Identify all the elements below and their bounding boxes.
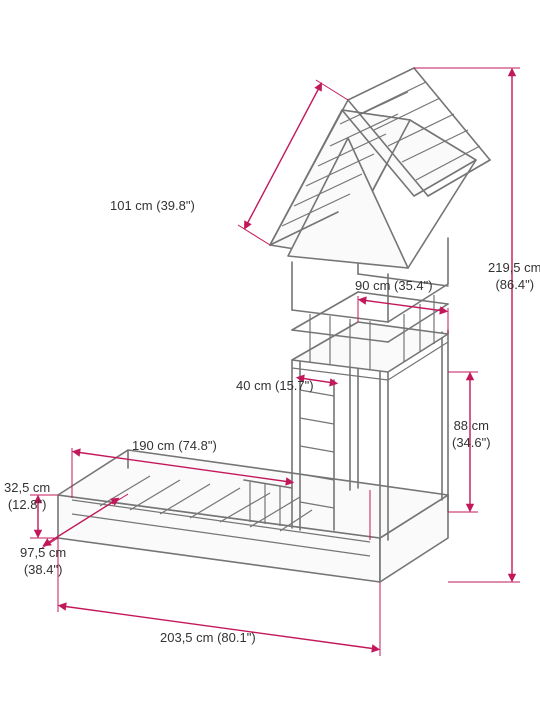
label-total-length: 203,5 cm (80.1")	[160, 630, 256, 645]
label-tower-railing: 40 cm (15.7")	[236, 378, 314, 393]
label-roof-width: 101 cm (39.8")	[110, 198, 195, 213]
label-total-height: 219,5 cm(86.4")	[488, 260, 540, 294]
label-tower-height: 88 cm(34.6")	[452, 418, 491, 452]
label-tower-width: 90 cm (35.4")	[355, 278, 433, 293]
label-total-width: 97,5 cm(38.4")	[20, 545, 66, 579]
label-inner-length: 190 cm (74.8")	[132, 438, 217, 453]
label-bed-height: 32,5 cm(12.8")	[4, 480, 50, 514]
